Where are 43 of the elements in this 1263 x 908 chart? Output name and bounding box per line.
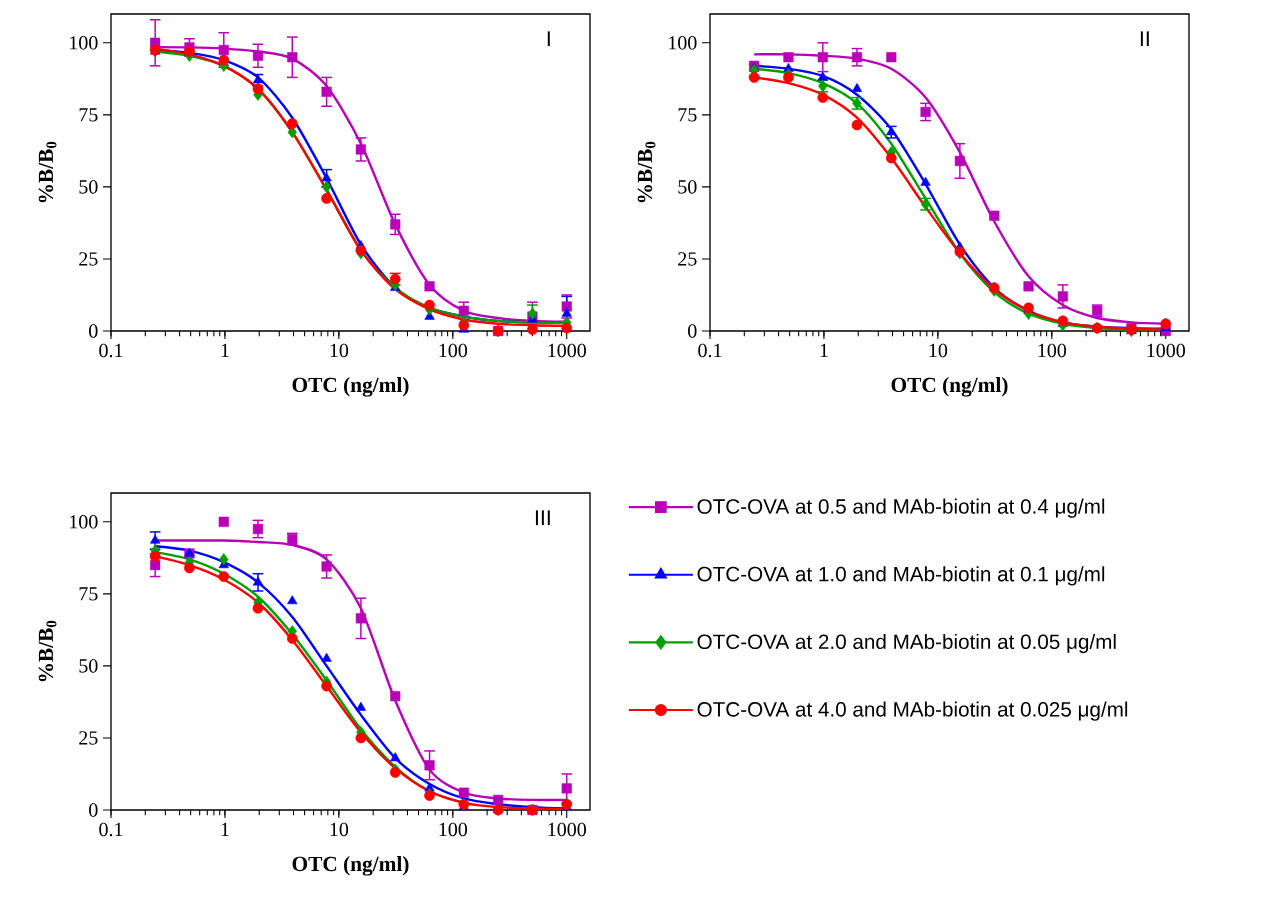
y-tick-label: 100 <box>70 515 98 529</box>
x-tick-label: 100 <box>1038 343 1067 358</box>
x-tick-label: 100 <box>439 822 468 837</box>
y-tick-label: 0 <box>688 324 697 338</box>
x-axis-title: OTC (ng/ml) <box>891 377 1008 397</box>
y-tick-label: 0 <box>89 803 98 817</box>
y-tick-label: 50 <box>79 659 98 673</box>
legend-label: OTC-OVA at 2.0 and MAb-biotin at 0.05 μg/ml <box>697 633 1116 654</box>
x-tick-label: 1000 <box>548 343 586 358</box>
y-tick-label: 0 <box>89 324 98 338</box>
y-axis-title: %B/B$_{0}$ <box>637 141 656 203</box>
x-tick-label: 0.1 <box>99 343 123 358</box>
y-tick-label: 75 <box>79 587 98 601</box>
y-tick-label: 25 <box>79 252 98 266</box>
x-tick-label: 1000 <box>1147 343 1185 358</box>
legend-label: OTC-OVA at 1.0 and MAb-biotin at 0.1 μg/ml <box>697 566 1105 586</box>
annotation: I <box>547 31 550 47</box>
y-tick-label: 75 <box>678 108 697 122</box>
y-axis-title: %B/B$_{0}$ <box>38 141 57 203</box>
legend-label: OTC-OVA at 0.5 and MAb-biotin at 0.4 μg/ml <box>697 498 1105 518</box>
y-tick-label: 75 <box>79 108 98 122</box>
x-axis-title: OTC (ng/ml) <box>292 377 409 397</box>
y-axis-title: %B/B$_{0}$ <box>38 620 57 682</box>
x-tick-label: 100 <box>439 343 468 358</box>
x-tick-label: 1000 <box>548 822 586 837</box>
x-tick-label: 1 <box>221 822 229 836</box>
x-axis-title: OTC (ng/ml) <box>292 856 409 876</box>
annotation: III <box>535 510 550 526</box>
y-tick-label: 100 <box>70 36 98 50</box>
x-tick-label: 1 <box>221 343 229 357</box>
x-tick-label: 10 <box>330 822 349 837</box>
y-tick-label: 25 <box>678 252 697 266</box>
y-tick-label: 100 <box>669 36 697 50</box>
y-tick-label: 25 <box>79 731 98 745</box>
x-tick-label: 10 <box>330 343 349 358</box>
y-tick-label: 50 <box>79 180 98 194</box>
y-tick-label: 50 <box>678 180 697 194</box>
annotation: II <box>1140 31 1149 47</box>
x-tick-label: 10 <box>929 343 948 358</box>
x-tick-label: 0.1 <box>99 822 123 837</box>
x-tick-label: 0.1 <box>698 343 722 358</box>
x-tick-label: 1 <box>820 343 828 357</box>
legend-label: OTC-OVA at 4.0 and MAb-biotin at 0.025 μg/ml <box>697 701 1128 721</box>
